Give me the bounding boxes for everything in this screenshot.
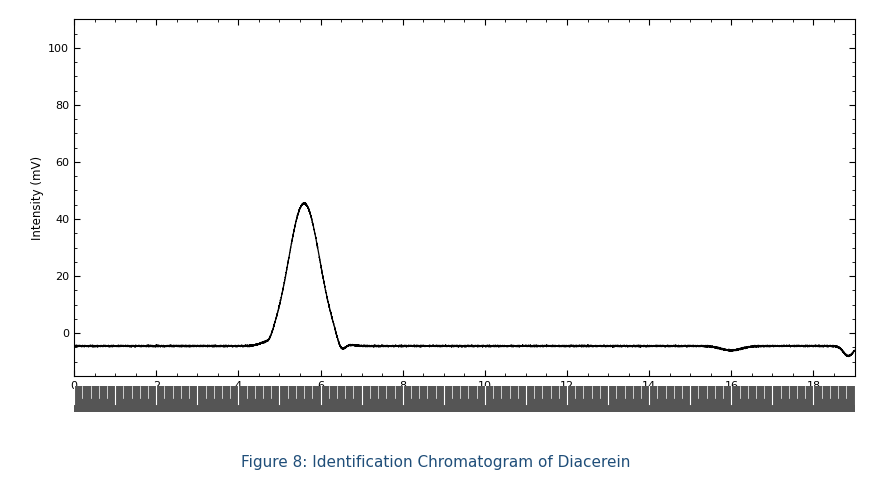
X-axis label: Retention Time (min): Retention Time (min): [402, 395, 527, 408]
Text: Figure 8: Identification Chromatogram of Diacerein: Figure 8: Identification Chromatogram of…: [242, 455, 630, 470]
Y-axis label: Intensity (mV): Intensity (mV): [31, 156, 44, 240]
